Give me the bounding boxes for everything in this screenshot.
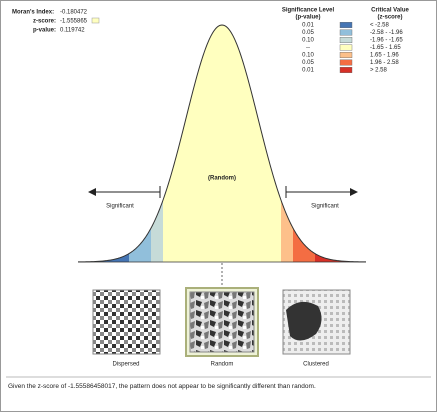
crit-value: -2.58 - -1.96 — [370, 30, 403, 36]
map-random — [190, 292, 254, 352]
z-value: -1.555865 — [60, 19, 88, 25]
crit-value: > 2.58 — [370, 68, 388, 74]
crit-value: 1.65 - 1.96 — [370, 53, 399, 59]
legend-swatch — [340, 52, 352, 58]
report: Moran's Index: -0.180472 z-score: -1.555… — [0, 0, 437, 412]
center-label: (Random) — [208, 176, 236, 182]
map-label: Clustered — [303, 362, 329, 368]
map-label: Dispersed — [112, 362, 139, 368]
sig-level: 0.01 — [302, 23, 314, 29]
p-value: 0.119742 — [60, 28, 85, 34]
crit-sub: (z-score) — [377, 15, 402, 21]
sig-sub: (p-value) — [295, 15, 320, 21]
p-label: p-value: — [33, 28, 56, 34]
crit-value: 1.96 - 2.58 — [370, 60, 399, 66]
crit-value: < -2.58 — [370, 23, 390, 29]
moran-label: Moran's Index: — [12, 10, 54, 16]
legend-swatch — [340, 67, 352, 73]
sig-level: 0.05 — [302, 30, 314, 36]
legend-swatch — [340, 30, 352, 36]
right-label: Significant — [311, 204, 339, 210]
left-label: Significant — [106, 204, 134, 210]
z-label: z-score: — [33, 19, 56, 25]
legend-swatch — [340, 60, 352, 66]
crit-value: -1.96 - -1.65 — [370, 38, 403, 44]
summary: Given the z-score of -1.55586458017, the… — [8, 382, 428, 391]
z-swatch — [92, 18, 99, 23]
crit-title: Critical Value — [371, 8, 409, 14]
map-label: Random — [211, 362, 234, 368]
summary-box: Given the z-score of -1.55586458017, the… — [8, 382, 428, 408]
sig-level: 0.10 — [302, 38, 314, 44]
map-dispersed — [93, 290, 160, 354]
crit-value: -1.65 - 1.65 — [370, 45, 401, 51]
sig-level: 0.01 — [302, 68, 314, 74]
sig-level: -- — [306, 45, 310, 51]
legend-swatch — [340, 37, 352, 43]
sig-title: Significance Level — [282, 8, 335, 14]
moran-value: -0.180472 — [60, 10, 88, 16]
legend-swatch — [340, 22, 352, 28]
sig-level: 0.10 — [302, 53, 314, 59]
sig-level: 0.05 — [302, 60, 314, 66]
legend-swatch — [340, 45, 352, 51]
